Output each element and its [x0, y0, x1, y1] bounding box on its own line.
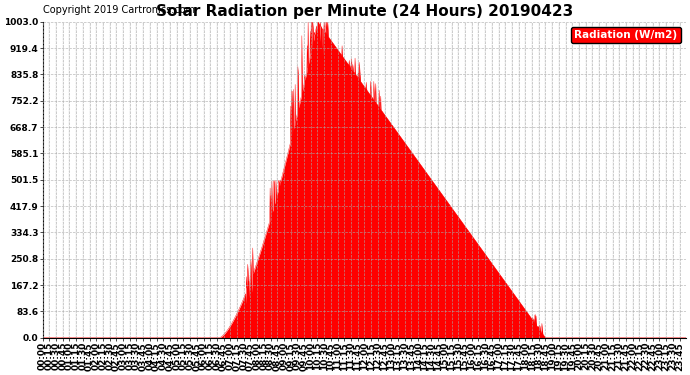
- Text: Copyright 2019 Cartronics.com: Copyright 2019 Cartronics.com: [43, 5, 195, 15]
- Legend: Radiation (W/m2): Radiation (W/m2): [571, 27, 680, 43]
- Title: Solar Radiation per Minute (24 Hours) 20190423: Solar Radiation per Minute (24 Hours) 20…: [155, 4, 573, 19]
